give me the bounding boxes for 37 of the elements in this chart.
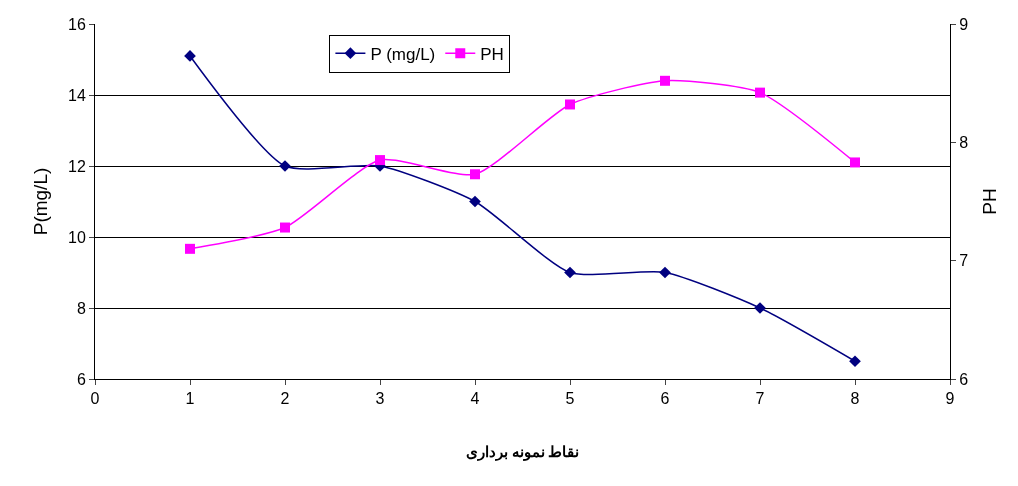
y2-tick-label: 9 [959,15,969,33]
y2-axis-title: PH [979,188,1000,215]
x-tick-label: 8 [850,390,860,408]
point [469,195,481,208]
point [564,266,576,279]
legend-label: P (mg/L) [370,44,436,64]
point [375,155,385,166]
y-tick-label: 8 [76,299,86,317]
point [565,99,575,110]
y-tick-label: 10 [68,228,86,246]
y-tick-label: 6 [76,370,86,388]
point [850,157,860,168]
point [185,243,195,254]
x-tick-label: 6 [660,390,670,408]
y-axis-title: P(mg/L) [29,167,51,236]
x-tick-label: 9 [945,390,955,408]
x-tick-label: 2 [280,390,290,408]
y2-tick-label: 7 [959,252,969,270]
x-tick-label: 3 [375,390,385,408]
x-tick-label: 1 [185,390,195,408]
legend-label: PH [480,44,504,64]
y-tick-label: 12 [68,157,86,175]
point [280,222,290,233]
point [755,87,765,98]
y-tick-label: 16 [68,15,86,33]
x-tick-label: 0 [90,390,100,408]
x-tick-label: 7 [755,390,765,408]
y2-tick-label: 8 [959,133,969,151]
x-tick-label: 4 [470,390,480,408]
point [849,355,861,368]
x-tick-label: 5 [565,390,575,408]
point [659,266,671,279]
point [470,169,480,180]
y2-tick-label: 6 [959,370,969,388]
point [660,75,670,86]
x-axis-title: نقاط نمونه برداری [465,444,580,462]
y-tick-label: 14 [68,86,86,104]
